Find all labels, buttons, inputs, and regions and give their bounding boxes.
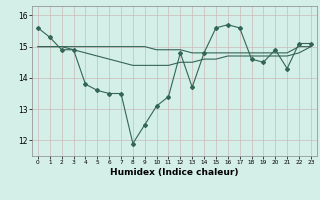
X-axis label: Humidex (Indice chaleur): Humidex (Indice chaleur) [110,168,239,177]
